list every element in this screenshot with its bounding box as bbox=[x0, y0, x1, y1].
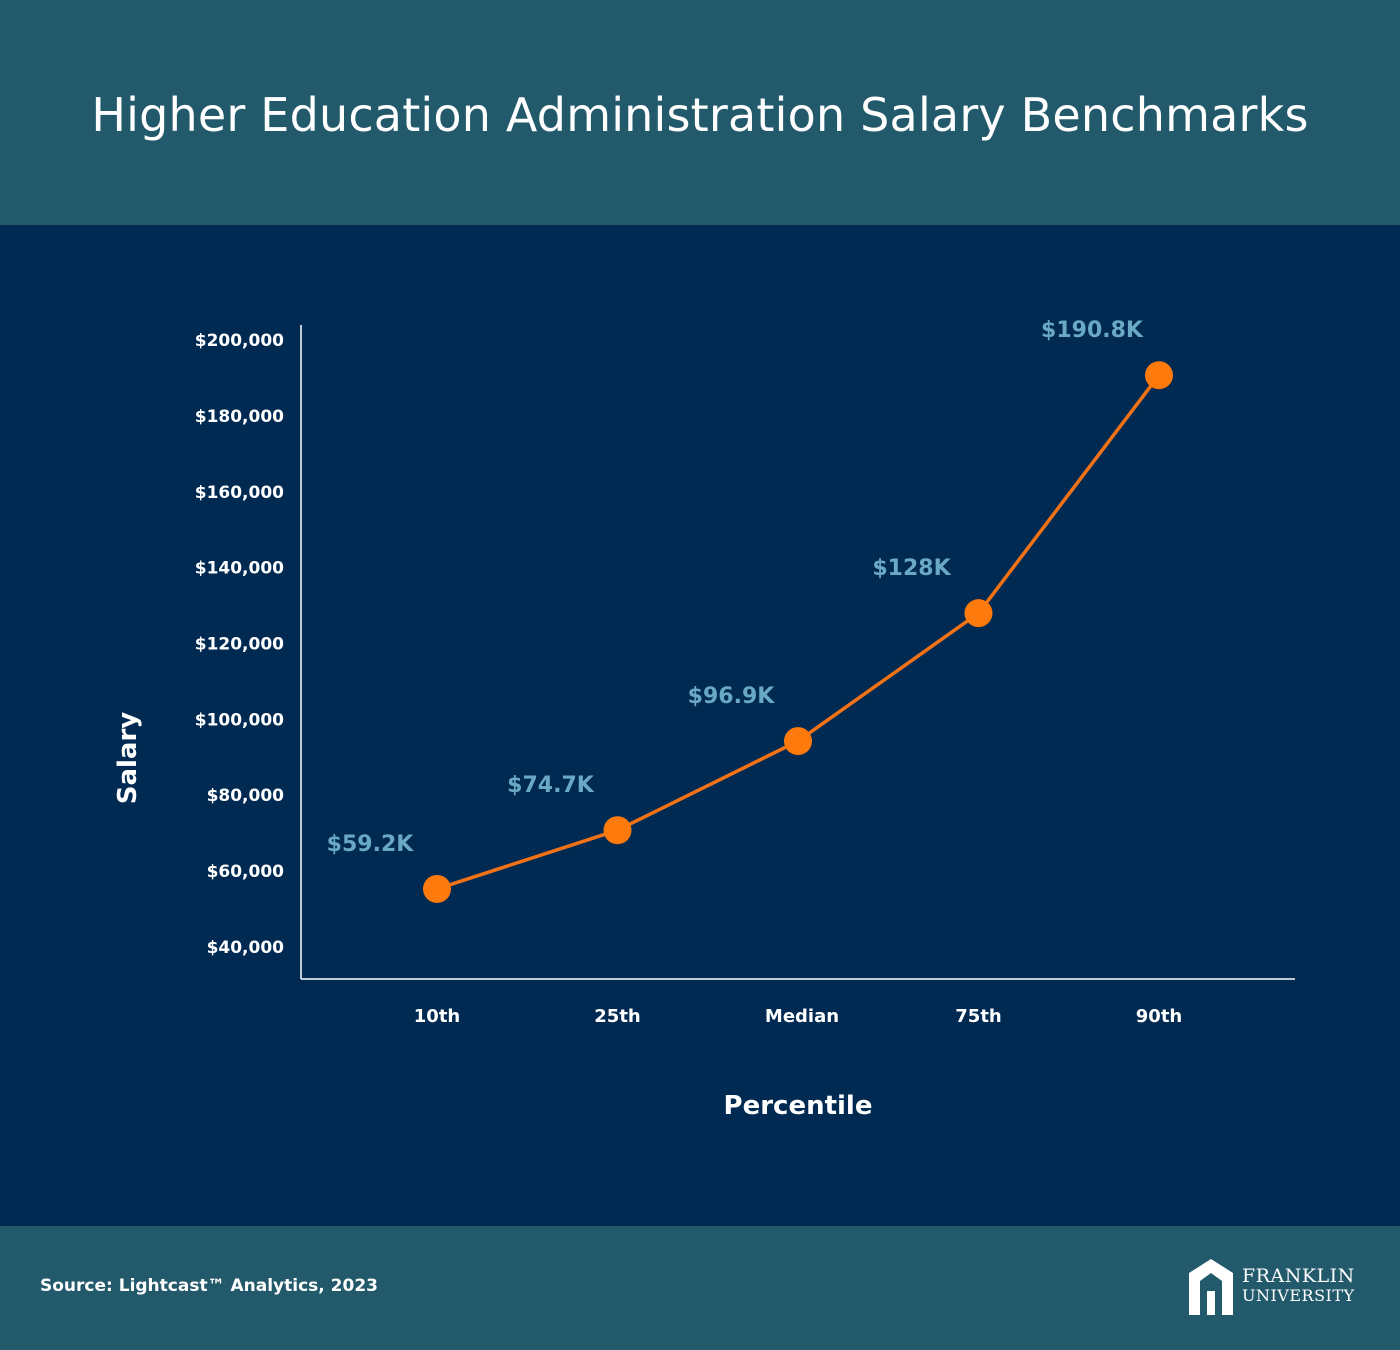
data-label: $96.9K bbox=[688, 684, 776, 709]
x-tick-label: 10th bbox=[414, 1006, 460, 1027]
source-note: Source: Lightcast™ Analytics, 2023 bbox=[40, 1276, 378, 1296]
arch-logo-icon bbox=[1189, 1259, 1233, 1315]
data-labels: $59.2K $74.7K $96.9K $128K $190.8K bbox=[327, 318, 1144, 857]
logo-line-franklin: FRANKLIN bbox=[1242, 1265, 1355, 1287]
y-tick-label: $200,000 bbox=[195, 331, 284, 351]
y-tick-label: $160,000 bbox=[195, 483, 284, 503]
y-tick-label: $40,000 bbox=[207, 938, 285, 958]
header-banner: Higher Education Administration Salary B… bbox=[0, 0, 1400, 225]
data-label: $190.8K bbox=[1041, 318, 1144, 343]
data-label: $59.2K bbox=[327, 832, 415, 857]
y-axis-title: Salary bbox=[113, 712, 143, 805]
chart-area: $40,000 $60,000 $80,000 $100,000 $120,000 $14… bbox=[0, 225, 1400, 1226]
data-point bbox=[964, 599, 993, 628]
x-tick-label: Median bbox=[765, 1006, 839, 1027]
y-tick-label: $140,000 bbox=[195, 559, 284, 579]
x-axis-title: Percentile bbox=[724, 1091, 873, 1121]
data-label: $74.7K bbox=[507, 773, 595, 798]
y-tick-label: $120,000 bbox=[195, 634, 284, 654]
footer-banner: Source: Lightcast™ Analytics, 2023 FRANK… bbox=[0, 1226, 1400, 1350]
data-point bbox=[423, 874, 451, 903]
y-tick-label: $60,000 bbox=[207, 862, 285, 882]
data-label: $128K bbox=[872, 556, 951, 581]
x-tick-labels: 10th 25th Median 75th 90th bbox=[414, 1006, 1182, 1027]
y-tick-label: $80,000 bbox=[207, 786, 285, 806]
franklin-university-logo: FRANKLIN UNIVERSITY bbox=[1186, 1256, 1366, 1316]
data-point bbox=[1145, 361, 1173, 390]
x-tick-label: 25th bbox=[594, 1006, 640, 1027]
y-tick-labels: $40,000 $60,000 $80,000 $100,000 $120,000 $14… bbox=[195, 331, 284, 958]
series-line bbox=[436, 374, 1161, 891]
y-tick-label: $100,000 bbox=[195, 710, 284, 730]
data-point bbox=[784, 727, 812, 756]
salary-line-chart: $40,000 $60,000 $80,000 $100,000 $120,000 $14… bbox=[113, 318, 1295, 1121]
page-title: Higher Education Administration Salary B… bbox=[91, 87, 1309, 142]
logo-line-university: UNIVERSITY bbox=[1242, 1286, 1355, 1305]
x-tick-label: 90th bbox=[1136, 1006, 1182, 1027]
y-tick-label: $180,000 bbox=[195, 407, 284, 427]
x-tick-label: 75th bbox=[955, 1006, 1001, 1027]
data-point bbox=[603, 816, 632, 845]
data-points bbox=[423, 361, 1173, 903]
